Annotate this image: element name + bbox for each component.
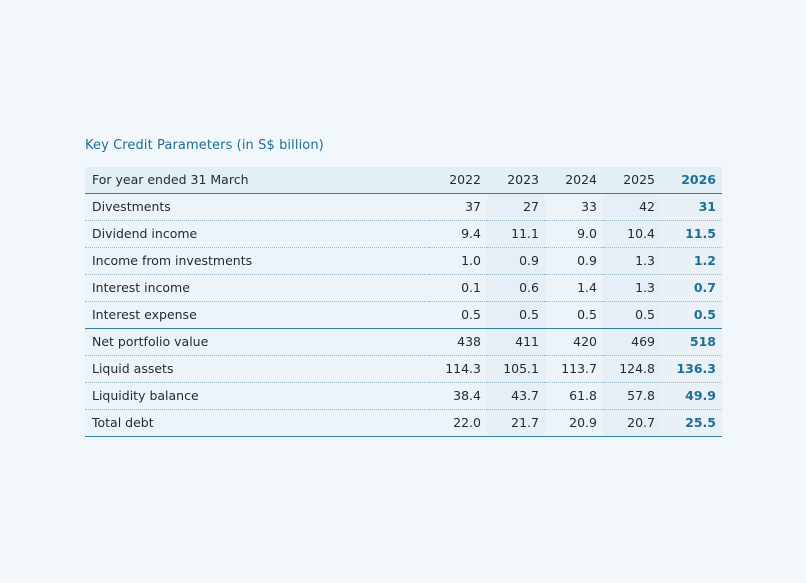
row-label: Income from investments (85, 247, 429, 275)
cell-value: 27 (487, 193, 545, 221)
table-row: Interest expense 0.5 0.5 0.5 0.5 0.5 (85, 301, 722, 329)
row-label: Liquid assets (85, 355, 429, 383)
credit-parameters-table: For year ended 31 March 2022 2023 2024 2… (85, 167, 722, 437)
column-header-year-highlight: 2026 (661, 167, 722, 194)
cell-value: 0.6 (487, 274, 545, 302)
cell-value: 113.7 (545, 355, 603, 383)
cell-value-highlight: 0.5 (661, 301, 722, 329)
cell-value: 0.5 (487, 301, 545, 329)
cell-value: 0.5 (545, 301, 603, 329)
row-label: Interest expense (85, 301, 429, 329)
cell-value: 469 (603, 328, 661, 356)
table-row: Net portfolio value 438 411 420 469 518 (85, 328, 722, 356)
row-label: Net portfolio value (85, 328, 429, 356)
table-row: Liquid assets 114.3 105.1 113.7 124.8 13… (85, 355, 722, 383)
column-header-year: 2024 (545, 167, 603, 194)
table-row: Income from investments 1.0 0.9 0.9 1.3 … (85, 247, 722, 275)
row-label: Divestments (85, 193, 429, 221)
cell-value: 9.4 (429, 220, 487, 248)
table-row: Total debt 22.0 21.7 20.9 20.7 25.5 (85, 409, 722, 437)
cell-value: 20.7 (603, 409, 661, 437)
cell-value: 38.4 (429, 382, 487, 410)
row-label: Liquidity balance (85, 382, 429, 410)
column-header-label: For year ended 31 March (85, 167, 429, 194)
header-row: For year ended 31 March 2022 2023 2024 2… (85, 167, 722, 194)
cell-value-highlight: 49.9 (661, 382, 722, 410)
cell-value: 33 (545, 193, 603, 221)
cell-value-highlight: 25.5 (661, 409, 722, 437)
row-label: Total debt (85, 409, 429, 437)
cell-value: 37 (429, 193, 487, 221)
cell-value: 0.9 (545, 247, 603, 275)
cell-value: 0.5 (603, 301, 661, 329)
cell-value: 1.3 (603, 274, 661, 302)
column-header-year: 2023 (487, 167, 545, 194)
cell-value: 124.8 (603, 355, 661, 383)
column-header-year: 2025 (603, 167, 661, 194)
cell-value: 61.8 (545, 382, 603, 410)
cell-value: 438 (429, 328, 487, 356)
cell-value: 11.1 (487, 220, 545, 248)
cell-value: 42 (603, 193, 661, 221)
cell-value: 420 (545, 328, 603, 356)
row-label: Dividend income (85, 220, 429, 248)
table-row: Interest income 0.1 0.6 1.4 1.3 0.7 (85, 274, 722, 302)
cell-value: 411 (487, 328, 545, 356)
cell-value-highlight: 136.3 (661, 355, 722, 383)
cell-value: 43.7 (487, 382, 545, 410)
cell-value-highlight: 31 (661, 193, 722, 221)
cell-value: 105.1 (487, 355, 545, 383)
column-header-year: 2022 (429, 167, 487, 194)
cell-value: 0.1 (429, 274, 487, 302)
cell-value: 1.0 (429, 247, 487, 275)
cell-value: 0.5 (429, 301, 487, 329)
cell-value: 57.8 (603, 382, 661, 410)
cell-value-highlight: 518 (661, 328, 722, 356)
cell-value: 21.7 (487, 409, 545, 437)
row-label: Interest income (85, 274, 429, 302)
cell-value-highlight: 11.5 (661, 220, 722, 248)
cell-value: 9.0 (545, 220, 603, 248)
cell-value: 20.9 (545, 409, 603, 437)
cell-value-highlight: 1.2 (661, 247, 722, 275)
table-title: Key Credit Parameters (in S$ billion) (85, 138, 324, 153)
cell-value: 22.0 (429, 409, 487, 437)
cell-value-highlight: 0.7 (661, 274, 722, 302)
cell-value: 1.3 (603, 247, 661, 275)
table-row: Dividend income 9.4 11.1 9.0 10.4 11.5 (85, 220, 722, 248)
table-row: Divestments 37 27 33 42 31 (85, 193, 722, 221)
cell-value: 114.3 (429, 355, 487, 383)
table-row: Liquidity balance 38.4 43.7 61.8 57.8 49… (85, 382, 722, 410)
cell-value: 1.4 (545, 274, 603, 302)
cell-value: 10.4 (603, 220, 661, 248)
cell-value: 0.9 (487, 247, 545, 275)
